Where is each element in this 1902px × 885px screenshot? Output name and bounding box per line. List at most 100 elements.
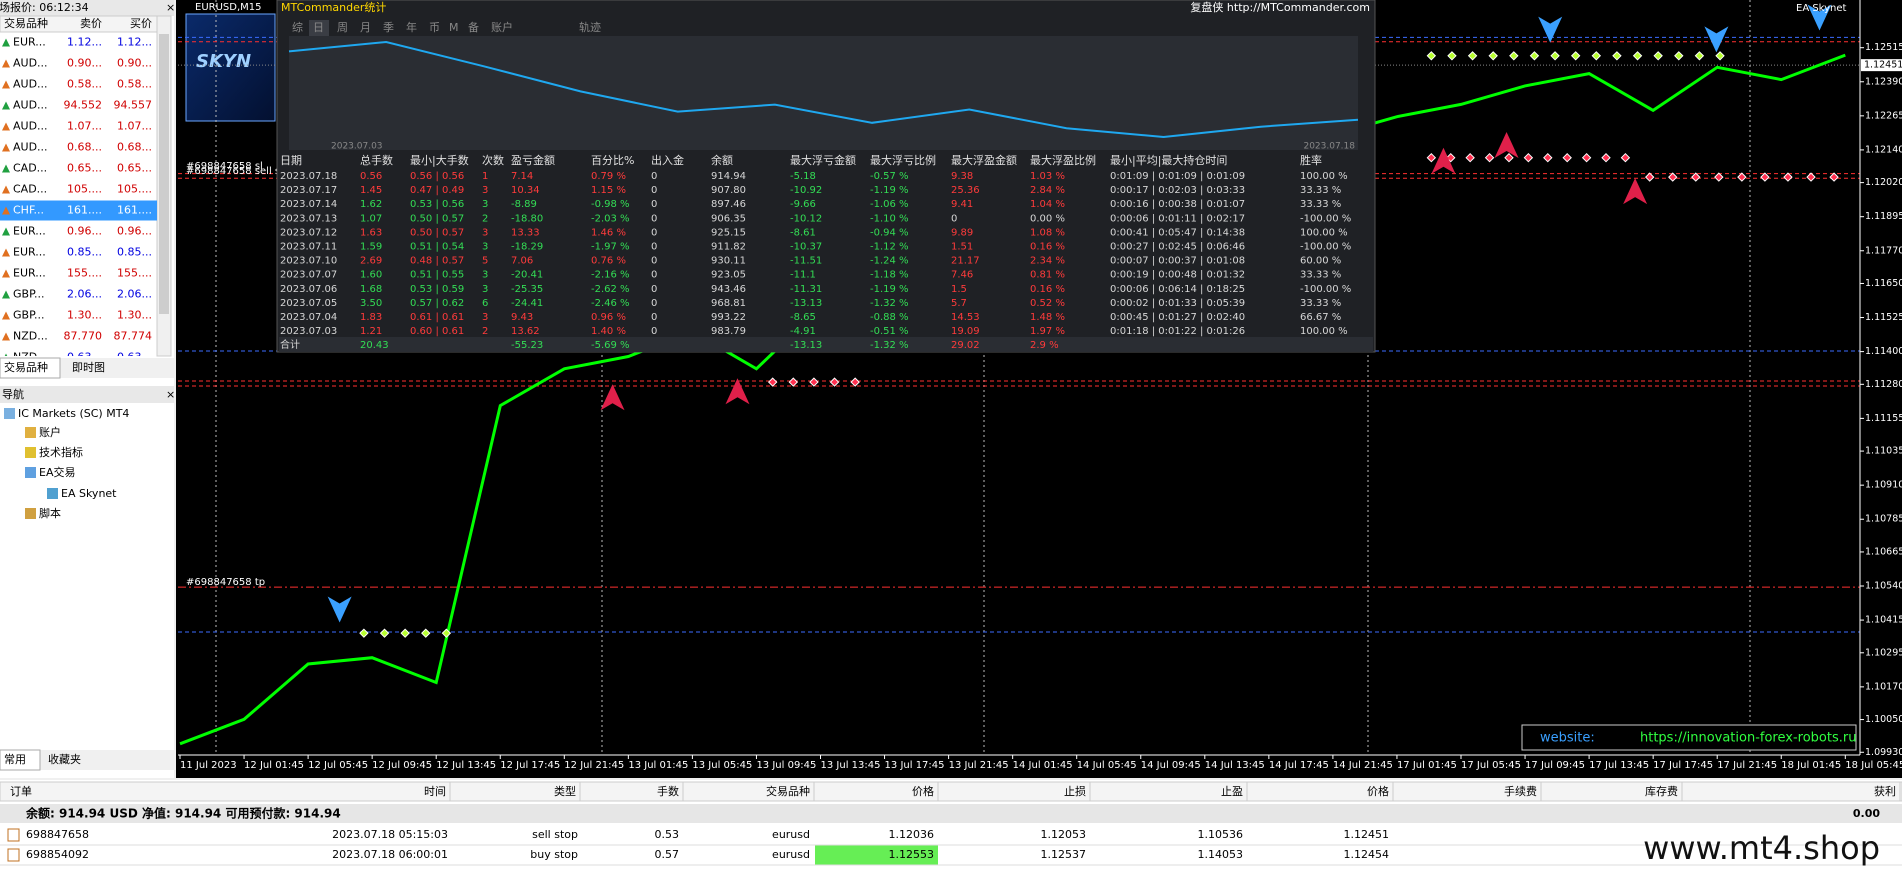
stats-cell: 9.38 — [951, 171, 973, 182]
stats-cell: 21.17 — [951, 256, 980, 267]
stats-tab[interactable]: 月 — [360, 21, 371, 34]
symbol: EUR... — [13, 246, 46, 259]
order-label: #698847658 sl — [186, 161, 263, 172]
x-tick-label: 17 Jul 17:45 — [1653, 760, 1713, 771]
mw-titlebar — [0, 0, 174, 16]
tab[interactable]: 即时图 — [72, 361, 105, 374]
symbol-icon — [2, 143, 10, 152]
nav-tabs — [0, 750, 174, 770]
stats-cell: -100.00 % — [1300, 242, 1351, 253]
stats-cell: 33.33 % — [1300, 199, 1341, 210]
y-tick-label: 1.11650 — [1865, 278, 1902, 289]
x-tick-label: 12 Jul 13:45 — [436, 760, 496, 771]
order-cell: 1.14053 — [1198, 848, 1244, 861]
x-tick-label: 11 Jul 2023 — [180, 760, 237, 771]
stats-cell: -0.51 % — [870, 326, 909, 337]
order-cell[interactable]: 698854092 — [26, 848, 89, 861]
stats-tab[interactable]: 年 — [406, 20, 417, 34]
stats-cell: 0.60 | 0.61 — [410, 326, 464, 337]
tab[interactable]: 交易品种 — [4, 360, 48, 374]
x-tick-label: 17 Jul 01:45 — [1397, 760, 1457, 771]
stats-cell: -1.19 % — [870, 185, 909, 196]
stats-cell: 0.51 | 0.55 — [410, 270, 464, 281]
stats-cell: 2023.07.06 — [280, 284, 337, 295]
symbol: EUR... — [13, 36, 46, 49]
close-btn[interactable]: × — [166, 1, 175, 14]
tab-active — [0, 749, 41, 771]
stats-cell: 10.34 — [511, 185, 540, 196]
stats-tab[interactable]: 币 — [429, 21, 440, 34]
stats-cell: 0.56 — [360, 171, 382, 182]
stats-cell: 1.60 — [360, 270, 382, 281]
nav-item[interactable]: 技术指标 — [39, 445, 83, 459]
nav-titlebar — [0, 386, 174, 403]
bid: 0.58... — [67, 78, 102, 91]
ea-marker — [1523, 152, 1534, 163]
nav-item[interactable]: 账户 — [39, 425, 61, 439]
stats-cell: 9.41 — [951, 199, 973, 210]
ask: 0.65... — [117, 162, 152, 175]
bid: 161.... — [67, 204, 102, 217]
stats-cell: 66.67 % — [1300, 312, 1341, 323]
stats-cell: 19.09 — [951, 326, 980, 337]
stats-cell: 923.05 — [711, 270, 746, 281]
ask: 1.30... — [117, 309, 152, 322]
bid: 0.90... — [67, 57, 102, 70]
order-cell: 1.12053 — [1041, 828, 1087, 841]
stats-cell: 0:00:07 | 0:00:37 | 0:01:08 — [1110, 256, 1245, 267]
stats-cell: -10.37 — [790, 242, 822, 253]
stats-cell: -4.91 — [790, 326, 816, 337]
stats-cell: 3 — [482, 242, 488, 253]
nav-item[interactable]: 脚本 — [39, 506, 61, 520]
stats-cell: 5.7 — [951, 298, 967, 309]
symbol-icon — [2, 122, 10, 131]
stats-cell: 0 — [651, 270, 657, 281]
ea-marker — [1550, 51, 1560, 61]
ea-marker — [1543, 152, 1553, 163]
stats-cell: 2023.07.11 — [280, 242, 337, 253]
stats-total: -5.69 % — [591, 340, 630, 351]
stats-cell: 25.36 — [951, 185, 980, 196]
stats-cell: 1.08 % — [1030, 227, 1065, 238]
stats-cell: -1.32 % — [870, 298, 909, 309]
ask: 94.557 — [114, 99, 153, 112]
stats-tab[interactable]: 季 — [383, 21, 394, 34]
stats-tab[interactable]: M — [449, 21, 459, 34]
nav-item[interactable]: IC Markets (SC) MT4 — [18, 407, 129, 420]
order-header: 类型 — [554, 784, 576, 798]
x-tick-label: 18 Jul 01:45 — [1781, 760, 1841, 771]
nav-item[interactable]: EA交易 — [39, 465, 75, 479]
stats-tab[interactable]: 周 — [337, 21, 348, 34]
stats-tab[interactable]: 综 — [292, 20, 303, 34]
ea-marker — [788, 377, 799, 387]
order-header: 价格 — [912, 784, 934, 798]
order-icon — [7, 848, 20, 862]
stats-tab[interactable]: 备 — [468, 20, 479, 34]
curve-start: 2023.07.03 — [331, 142, 383, 152]
symbol: CAD... — [13, 183, 47, 196]
ea-marker — [1714, 172, 1724, 182]
order-cell: 1.12036 — [889, 828, 935, 841]
stats-tab[interactable]: 日 — [313, 21, 324, 34]
tab[interactable]: 常用 — [4, 753, 26, 766]
stats-total: 20.43 — [360, 340, 389, 351]
tab[interactable]: 收藏夹 — [48, 752, 81, 766]
stats-tab[interactable]: 账户 — [491, 20, 513, 34]
ea-marker — [1760, 172, 1770, 182]
close-btn[interactable]: × — [166, 388, 175, 401]
stats-cell: 0.76 % — [591, 256, 626, 267]
y-tick-label: 1.10910 — [1865, 480, 1902, 491]
stats-cell: 0.96 % — [591, 312, 626, 323]
x-tick-label: 13 Jul 09:45 — [756, 760, 816, 771]
ea-marker — [359, 628, 369, 638]
scroll-thumb[interactable] — [159, 34, 169, 314]
order-cell[interactable]: 698847658 — [26, 828, 89, 841]
nav-item[interactable]: EA Skynet — [61, 487, 117, 500]
stats-tab[interactable]: 轨迹 — [579, 20, 601, 34]
stats-cell: -2.16 % — [591, 270, 630, 281]
stats-cell: 0.81 % — [1030, 270, 1065, 281]
stats-cell: 0.56 | 0.56 — [410, 171, 464, 182]
stats-cell: 0:00:06 | 0:06:14 | 0:18:25 — [1110, 284, 1245, 295]
x-tick-label: 12 Jul 09:45 — [372, 760, 432, 771]
